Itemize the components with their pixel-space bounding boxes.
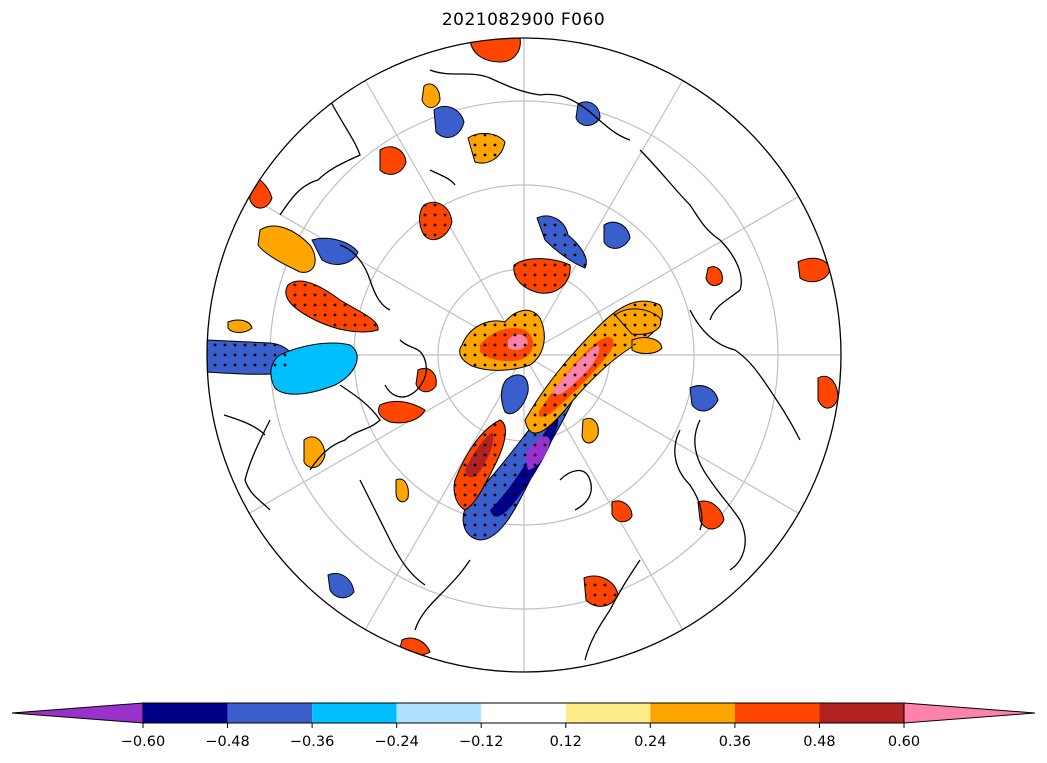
colorbar-ticks: −0.60 −0.48 −0.36 −0.24 −0.12 0.12 0.24 0.36 0.4… xyxy=(121,723,920,750)
chart-title: 2021082900 F060 xyxy=(441,10,606,30)
colorbar-segment xyxy=(565,703,651,723)
colorbar-segment xyxy=(481,703,566,723)
colorbar-tick-label: 0.12 xyxy=(550,734,582,750)
coastlines xyxy=(223,69,801,661)
polar-map xyxy=(206,37,842,673)
colorbar-tick-label: 0.36 xyxy=(719,734,751,750)
colorbar-tick-label: −0.48 xyxy=(205,734,249,750)
colorbar-tick-label: 0.60 xyxy=(888,734,920,750)
map-boundary xyxy=(206,37,842,673)
colorbar-tick-label: −0.12 xyxy=(459,734,503,750)
colorbar-frame xyxy=(142,702,905,724)
colorbar: −0.60 −0.48 −0.36 −0.24 −0.12 0.12 0.24 0.36 0.4… xyxy=(11,702,1036,750)
colorbar-tick-label: −0.60 xyxy=(121,734,165,750)
colorbar-tick-label: 0.24 xyxy=(634,734,666,750)
colorbar-tick-label: −0.24 xyxy=(374,734,418,750)
colorbar-segment xyxy=(734,703,820,723)
colorbar-segment xyxy=(396,703,482,723)
colorbar-segment xyxy=(143,703,228,723)
colorbar-segment xyxy=(227,703,313,723)
colorbar-segment xyxy=(650,703,735,723)
colorbar-segments xyxy=(11,702,1036,724)
colorbar-segment xyxy=(819,703,904,723)
colorbar-tick-label: −0.36 xyxy=(290,734,334,750)
significance-stippling xyxy=(207,133,663,607)
colorbar-extend-max xyxy=(903,702,1036,724)
colorbar-extend-min xyxy=(11,702,144,724)
colorbar-segment xyxy=(312,703,397,723)
colorbar-tick-label: 0.48 xyxy=(803,734,835,750)
